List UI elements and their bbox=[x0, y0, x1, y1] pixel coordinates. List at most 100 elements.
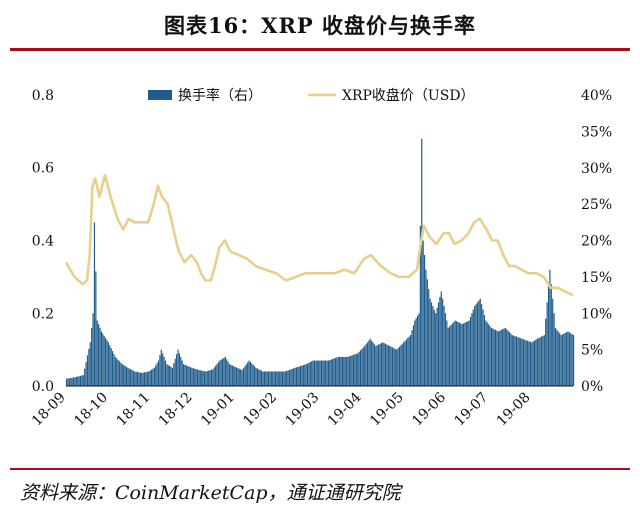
turnover-bar bbox=[451, 323, 453, 386]
turnover-bar bbox=[266, 371, 268, 386]
turnover-bar bbox=[465, 321, 467, 386]
turnover-bar bbox=[259, 370, 261, 386]
price-line bbox=[64, 173, 574, 297]
turnover-bar bbox=[536, 338, 538, 386]
turnover-bar bbox=[150, 369, 153, 386]
turnover-bar bbox=[75, 376, 77, 386]
turnover-bar bbox=[66, 378, 68, 386]
y-right-tick-label: 5% bbox=[581, 343, 603, 359]
turnover-bar bbox=[475, 304, 477, 386]
turnover-bar bbox=[332, 358, 334, 386]
y-right-tick-label: 0% bbox=[581, 379, 603, 395]
turnover-bar bbox=[116, 358, 118, 386]
turnover-bar bbox=[110, 348, 112, 386]
turnover-bar bbox=[500, 329, 502, 386]
turnover-bar bbox=[440, 291, 442, 386]
turnover-bar bbox=[222, 358, 224, 386]
turnover-bar bbox=[149, 370, 151, 386]
turnover-bar bbox=[120, 362, 122, 386]
x-tick-label: 18-10 bbox=[71, 390, 111, 430]
turnover-bar bbox=[464, 322, 466, 386]
turnover-bar bbox=[300, 365, 302, 386]
turnover-bar bbox=[458, 322, 460, 386]
turnover-bar bbox=[401, 343, 403, 386]
turnover-bar bbox=[435, 313, 437, 386]
turnover-bar bbox=[294, 367, 296, 386]
turnover-bar bbox=[482, 309, 484, 386]
turnover-bar bbox=[419, 225, 421, 386]
turnover-bar bbox=[258, 369, 260, 386]
turnover-bar bbox=[415, 318, 417, 386]
turnover-bar bbox=[507, 330, 509, 386]
turnover-bar bbox=[560, 335, 562, 386]
turnover-bar bbox=[326, 360, 328, 386]
turnover-bar bbox=[493, 329, 495, 386]
turnover-bar bbox=[497, 331, 499, 386]
turnover-bar bbox=[535, 339, 537, 386]
turnover-bar bbox=[364, 345, 366, 386]
turnover-bar bbox=[430, 302, 433, 386]
turnover-bar bbox=[520, 338, 522, 386]
turnover-bar bbox=[283, 371, 285, 386]
turnover-bar bbox=[113, 353, 115, 386]
turnover-bar bbox=[121, 364, 123, 386]
turnover-bar bbox=[518, 337, 520, 386]
turnover-bar bbox=[256, 368, 258, 386]
turnover-bar bbox=[191, 367, 193, 386]
turnover-bar bbox=[375, 345, 377, 386]
turnover-bar bbox=[369, 338, 371, 386]
turnover-bar bbox=[138, 372, 140, 386]
legend-bar-swatch bbox=[148, 90, 172, 100]
y-left-tick-label: 0.6 bbox=[32, 161, 54, 177]
turnover-bar bbox=[343, 356, 345, 386]
turnover-bar bbox=[184, 364, 186, 386]
turnover-bar bbox=[383, 343, 385, 386]
turnover-bar bbox=[306, 363, 309, 386]
turnover-bar bbox=[545, 318, 547, 386]
turnover-bar bbox=[444, 313, 447, 386]
turnover-bar bbox=[380, 343, 382, 386]
turnover-bar bbox=[521, 338, 523, 386]
turnover-bar bbox=[387, 345, 389, 386]
turnover-bar bbox=[511, 335, 513, 386]
turnover-bar bbox=[84, 368, 86, 386]
turnover-bar bbox=[553, 313, 555, 386]
turnover-bar bbox=[99, 327, 101, 386]
turnover-bar bbox=[457, 321, 459, 386]
turnover-bar bbox=[280, 371, 282, 386]
turnover-bar bbox=[517, 337, 519, 386]
turnover-bar bbox=[117, 359, 119, 386]
turnover-bar bbox=[489, 325, 491, 386]
turnover-bar bbox=[488, 324, 490, 386]
turnover-bar bbox=[499, 330, 501, 386]
turnover-bar bbox=[202, 370, 204, 386]
turnover-bar bbox=[102, 333, 104, 386]
turnover-bar bbox=[148, 371, 150, 386]
turnover-bar bbox=[421, 138, 423, 386]
turnover-bar bbox=[249, 361, 252, 386]
turnover-bar bbox=[79, 375, 82, 386]
turnover-bar bbox=[231, 365, 233, 386]
turnover-bar bbox=[185, 365, 187, 386]
turnover-bar bbox=[277, 371, 279, 386]
turnover-bar bbox=[556, 329, 558, 386]
turnover-bar bbox=[284, 371, 286, 386]
turnover-bar bbox=[174, 358, 176, 386]
turnover-bar bbox=[106, 340, 108, 386]
turnover-bar bbox=[423, 255, 426, 386]
turnover-bar bbox=[270, 371, 272, 386]
turnover-bar bbox=[206, 371, 208, 386]
turnover-bar bbox=[515, 336, 518, 386]
turnover-bar bbox=[223, 357, 225, 386]
turnover-bar bbox=[570, 333, 572, 386]
turnover-bar bbox=[449, 326, 451, 386]
turnover-bar bbox=[469, 316, 472, 386]
turnover-bar bbox=[173, 363, 175, 386]
turnover-bar bbox=[341, 356, 343, 386]
turnover-bar bbox=[85, 361, 87, 386]
chart-title: 图表16：XRP 收盘价与换手率 bbox=[163, 13, 477, 38]
turnover-bar bbox=[432, 305, 434, 386]
turnover-bar bbox=[105, 337, 107, 386]
turnover-bar bbox=[242, 368, 245, 386]
turnover-bar bbox=[376, 345, 378, 386]
